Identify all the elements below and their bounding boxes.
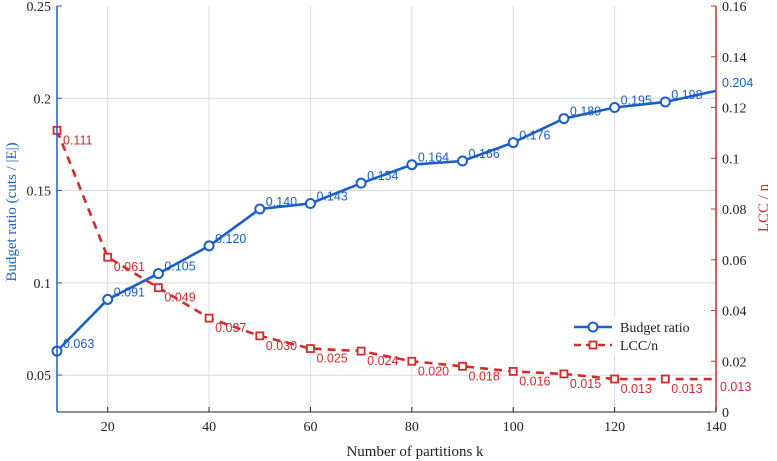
- lcc-value-label: 0.061: [114, 260, 145, 274]
- budget-ratio-point: [102, 293, 114, 305]
- left-y-tick-label: 0.1: [34, 277, 52, 292]
- budget-ratio-point: [406, 159, 418, 171]
- right-y-tick-label: 0.02: [722, 355, 747, 370]
- lcc-point: [458, 361, 467, 371]
- budget-ratio-point: [507, 137, 519, 149]
- lcc-value-label: 0.016: [519, 374, 550, 388]
- right-y-tick-label: 0.04: [722, 305, 747, 320]
- x-tick-label: 120: [604, 420, 625, 435]
- right-y-tick-label: 0.16: [722, 0, 747, 15]
- lcc-point: [610, 374, 620, 384]
- legend: Budget ratio LCC/n: [566, 316, 702, 354]
- lcc-point: [204, 313, 214, 323]
- lcc-point: [660, 374, 670, 384]
- right-y-tick-label: 0.14: [722, 51, 747, 66]
- left-y-axis-title: Budget ratio (cuts / |E|): [4, 142, 20, 281]
- budget-ratio-point: [304, 197, 316, 209]
- budget-ratio-point: [457, 155, 469, 167]
- lcc-point: [356, 346, 366, 356]
- lcc-end-label: 0.013: [720, 380, 751, 394]
- budget-ratio-end-label: 0.204: [722, 76, 753, 90]
- lcc-point: [103, 252, 113, 262]
- lcc-point: [153, 283, 163, 293]
- budget-ratio-point: [355, 177, 367, 189]
- budget-ratio-point: [659, 96, 671, 108]
- left-y-tick-label: 0.05: [27, 369, 52, 384]
- axes: 20 40 60 80 100 120 140 0.05 0.1 0.15 0.2 0.25 0 0.02…: [27, 0, 747, 435]
- budget-ratio-value-label: 0.189: [570, 105, 601, 119]
- lcc-value-label: 0.111: [63, 133, 92, 147]
- legend-marker-lcc: [588, 340, 598, 350]
- budget-ratio-value-label: 0.105: [164, 260, 195, 274]
- lcc-value-label: 0.020: [418, 364, 449, 378]
- lcc-value-label: 0.049: [164, 291, 195, 305]
- legend-label-budget-ratio: Budget ratio: [620, 321, 690, 336]
- budget-ratio-value-label: 0.198: [671, 88, 702, 102]
- lcc-value-label: 0.013: [621, 382, 652, 396]
- budget-ratio-value-label: 0.143: [316, 189, 347, 203]
- budget-ratio-point: [558, 113, 570, 125]
- lcc-point: [255, 331, 265, 341]
- budget-ratio-point: [609, 102, 621, 113]
- budget-ratio-point: [254, 203, 266, 215]
- lcc-point: [306, 344, 315, 353]
- x-axis-title: Number of partitions k: [346, 444, 484, 460]
- left-y-tick-label: 0.2: [34, 92, 52, 107]
- left-y-tick-label: 0.25: [27, 0, 52, 15]
- lcc-value-label: 0.024: [367, 354, 398, 368]
- x-tick-label: 140: [706, 420, 727, 435]
- data-labels: 0.063 0.091 0.105 0.120 0.140 0.143 0.154 0.164…: [63, 76, 753, 396]
- lcc-value-label: 0.037: [215, 321, 246, 335]
- budget-ratio-value-label: 0.120: [215, 232, 246, 246]
- budget-ratio-value-label: 0.154: [367, 169, 398, 183]
- right-y-tick-label: 0.08: [722, 203, 747, 218]
- budget-ratio-line: [56, 89, 717, 353]
- budget-ratio-value-label: 0.091: [114, 285, 145, 299]
- lcc-point: [559, 369, 569, 379]
- right-y-tick-label: 0.06: [722, 254, 747, 269]
- budget-ratio-value-label: 0.140: [266, 195, 297, 209]
- lcc-value-label: 0.015: [570, 377, 601, 391]
- budget-ratio-value-label: 0.166: [469, 147, 500, 161]
- lcc-point: [508, 366, 518, 376]
- lcc-line: [55, 129, 716, 381]
- budget-ratio-value-label: 0.063: [63, 337, 94, 351]
- x-tick-label: 80: [405, 420, 419, 435]
- budget-ratio-point: [203, 240, 215, 252]
- right-y-tick-label: 0.12: [722, 102, 747, 117]
- x-tick-label: 40: [202, 420, 216, 435]
- lcc-value-label: 0.018: [469, 369, 500, 383]
- right-y-axis-title: LCC / n: [756, 183, 772, 232]
- lcc-value-label: 0.025: [316, 352, 347, 366]
- lcc-value-label: 0.030: [266, 339, 297, 353]
- x-tick-label: 20: [101, 420, 115, 435]
- right-y-tick-label: 0: [722, 406, 729, 421]
- budget-ratio-value-label: 0.176: [519, 129, 550, 143]
- budget-ratio-value-label: 0.164: [418, 151, 449, 165]
- series-layer: [51, 89, 717, 384]
- grid: [57, 6, 716, 412]
- lcc-value-label: 0.013: [671, 382, 702, 396]
- x-tick-label: 100: [503, 420, 524, 435]
- right-y-tick-label: 0.1: [722, 152, 740, 167]
- legend-marker-budget-ratio: [587, 321, 599, 333]
- x-tick-label: 60: [303, 420, 317, 435]
- legend-label-lcc: LCC/n: [620, 339, 658, 354]
- budget-ratio-point: [152, 268, 164, 280]
- budget-ratio-value-label: 0.195: [621, 94, 652, 108]
- lcc-point: [407, 356, 417, 366]
- left-y-tick-label: 0.15: [27, 185, 52, 200]
